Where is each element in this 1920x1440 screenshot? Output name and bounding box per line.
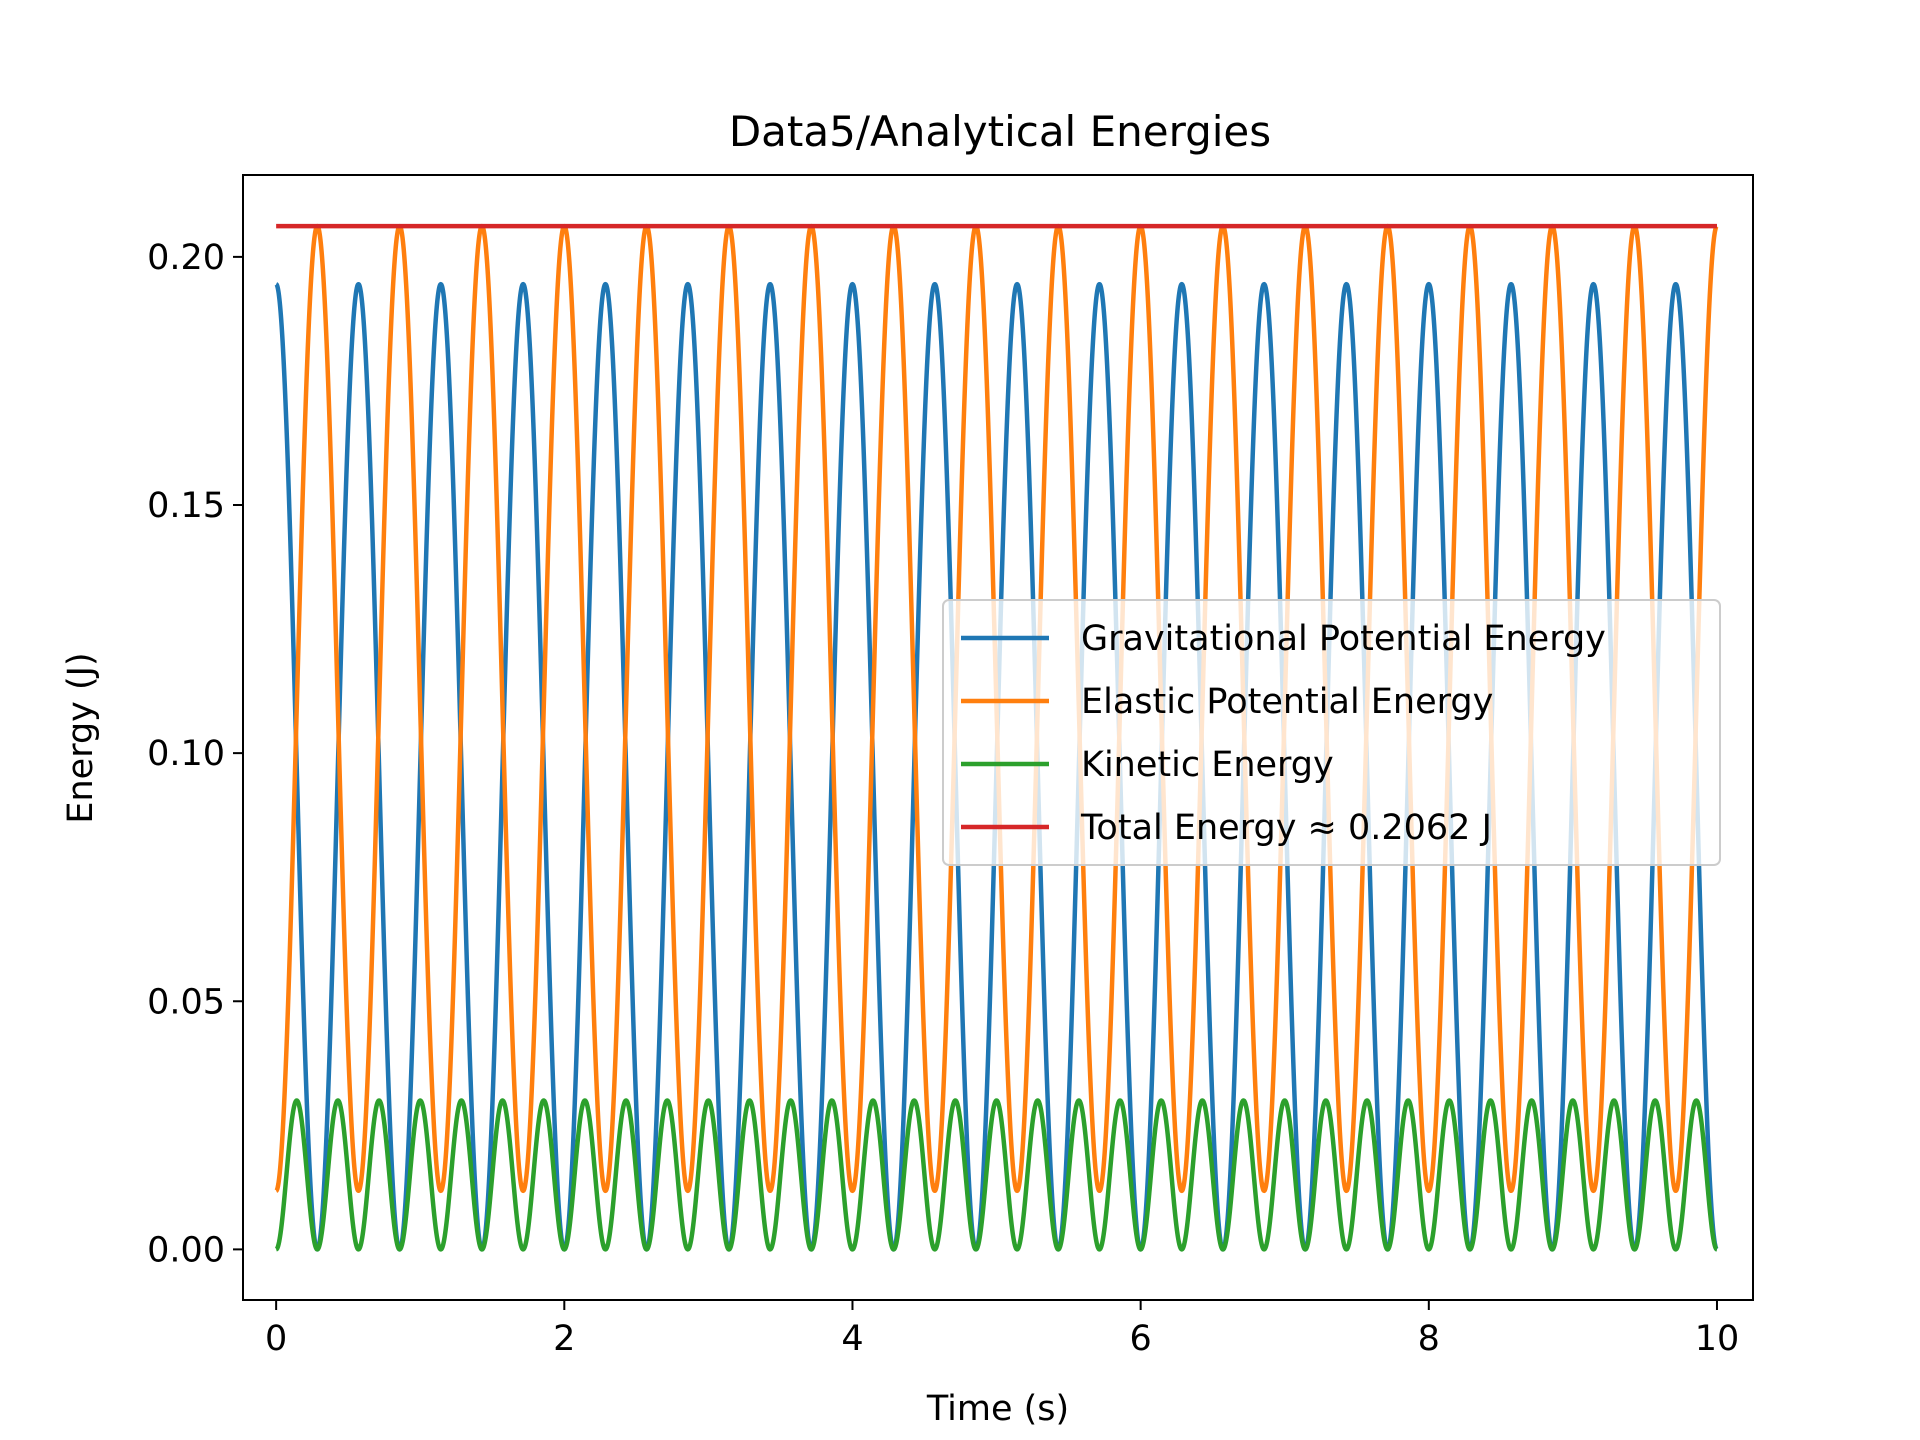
y-tick-label: 0.05 (147, 982, 225, 1022)
y-tick-label: 0.10 (147, 734, 225, 774)
x-tick-label: 0 (265, 1319, 287, 1359)
y-axis-label: Energy (J) (61, 652, 101, 823)
plot-area-frame (242, 174, 1754, 1301)
x-tick-label: 2 (553, 1319, 575, 1359)
x-tick-label: 4 (841, 1319, 863, 1359)
legend: Gravitational Potential Energy Elastic Po… (942, 599, 1721, 866)
legend-label: Kinetic Energy (1081, 745, 1334, 785)
chart-title: Data5/Analytical Energies (729, 107, 1271, 156)
x-axis: 0 2 4 6 8 10 (265, 1300, 1739, 1359)
x-tick-label: 8 (1418, 1319, 1440, 1359)
series-line-kinetic-energy (274, 1098, 1719, 1252)
x-tick-label: 10 (1695, 1319, 1740, 1359)
x-tick-label: 6 (1130, 1319, 1152, 1359)
legend-label: Elastic Potential Energy (1081, 682, 1493, 722)
y-tick-label: 0.15 (147, 486, 225, 526)
y-tick-label: 0.00 (147, 1230, 225, 1270)
legend-box (942, 599, 1721, 866)
y-axis: 0.00 0.05 0.10 0.15 0.20 (147, 238, 243, 1270)
legend-label: Gravitational Potential Energy (1081, 619, 1606, 659)
y-tick-label: 0.20 (147, 238, 225, 278)
x-axis-label: Time (s) (926, 1389, 1069, 1429)
legend-label: Total Energy ≈ 0.2062 J (1080, 808, 1492, 848)
